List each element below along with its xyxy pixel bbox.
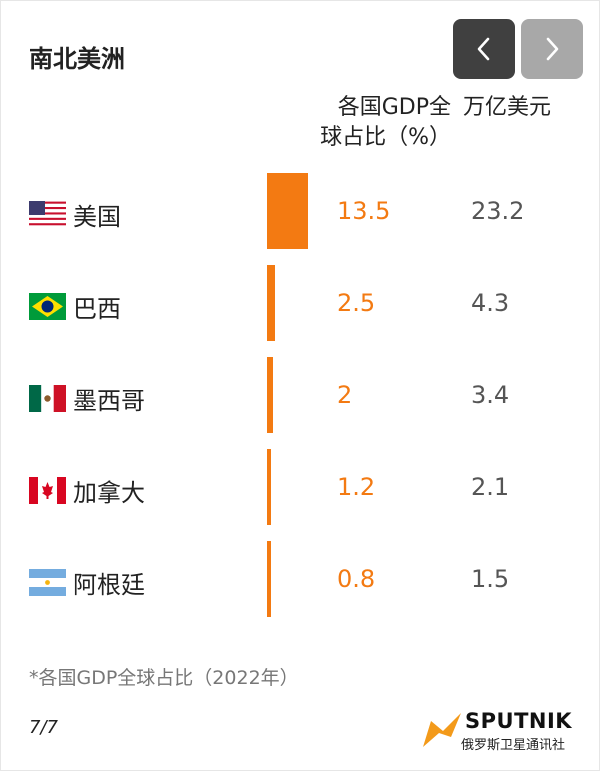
share-bar xyxy=(267,357,274,433)
chevron-right-icon xyxy=(546,37,559,61)
country-label: 巴西 xyxy=(73,295,121,323)
usa-flag-icon xyxy=(29,201,66,228)
share-value: 1.2 xyxy=(337,473,376,501)
mexico-flag-icon xyxy=(29,385,66,412)
chart-row: 墨西哥 2 3.4 xyxy=(1,357,600,477)
brazil-flag-icon xyxy=(29,293,66,320)
share-bar xyxy=(267,541,271,617)
prev-button[interactable] xyxy=(453,19,515,79)
usd-value: 23.2 xyxy=(471,197,525,225)
share-header-line2: 球占比（%） xyxy=(320,125,451,150)
sputnik-logo: SPUTNIK 俄罗斯卫星通讯社 xyxy=(421,707,581,757)
chart-row: 加拿大 1.2 2.1 xyxy=(1,449,600,569)
logo-brand: SPUTNIK xyxy=(465,709,573,733)
usd-value: 1.5 xyxy=(471,565,510,593)
sputnik-logo-icon xyxy=(423,713,461,747)
logo-subtitle: 俄罗斯卫星通讯社 xyxy=(461,738,566,753)
country-label: 美国 xyxy=(73,203,121,231)
share-value: 13.5 xyxy=(337,197,391,225)
share-value: 2 xyxy=(337,381,353,409)
country-label: 阿根廷 xyxy=(73,571,145,599)
usd-column-header: 万亿美元 xyxy=(463,95,552,120)
share-value: 0.8 xyxy=(337,565,376,593)
footnote: *各国GDP全球占比（2022年） xyxy=(29,667,299,689)
chart-row: 美国 13.5 23.2 xyxy=(1,173,600,293)
share-bar xyxy=(267,449,271,525)
country-label: 加拿大 xyxy=(73,479,145,507)
share-value: 2.5 xyxy=(337,289,376,317)
canada-flag-icon xyxy=(29,477,66,504)
page-title: 南北美洲 xyxy=(29,45,125,73)
chart-row: 巴西 2.5 4.3 xyxy=(1,265,600,385)
chart-row: 阿根廷 0.8 1.5 xyxy=(1,541,600,661)
page-indicator: 7/7 xyxy=(29,717,58,738)
next-button[interactable] xyxy=(521,19,583,79)
country-label: 墨西哥 xyxy=(73,387,145,415)
share-header-line1: 各国GDP全 xyxy=(337,95,451,120)
share-bar xyxy=(267,265,275,341)
usd-value: 4.3 xyxy=(471,289,510,317)
share-bar xyxy=(267,173,308,249)
share-column-header: 各国GDP全 球占比（%） xyxy=(301,93,451,153)
chevron-left-icon xyxy=(477,37,490,61)
usd-value: 3.4 xyxy=(471,381,510,409)
usd-value: 2.1 xyxy=(471,473,510,501)
argentina-flag-icon xyxy=(29,569,66,596)
